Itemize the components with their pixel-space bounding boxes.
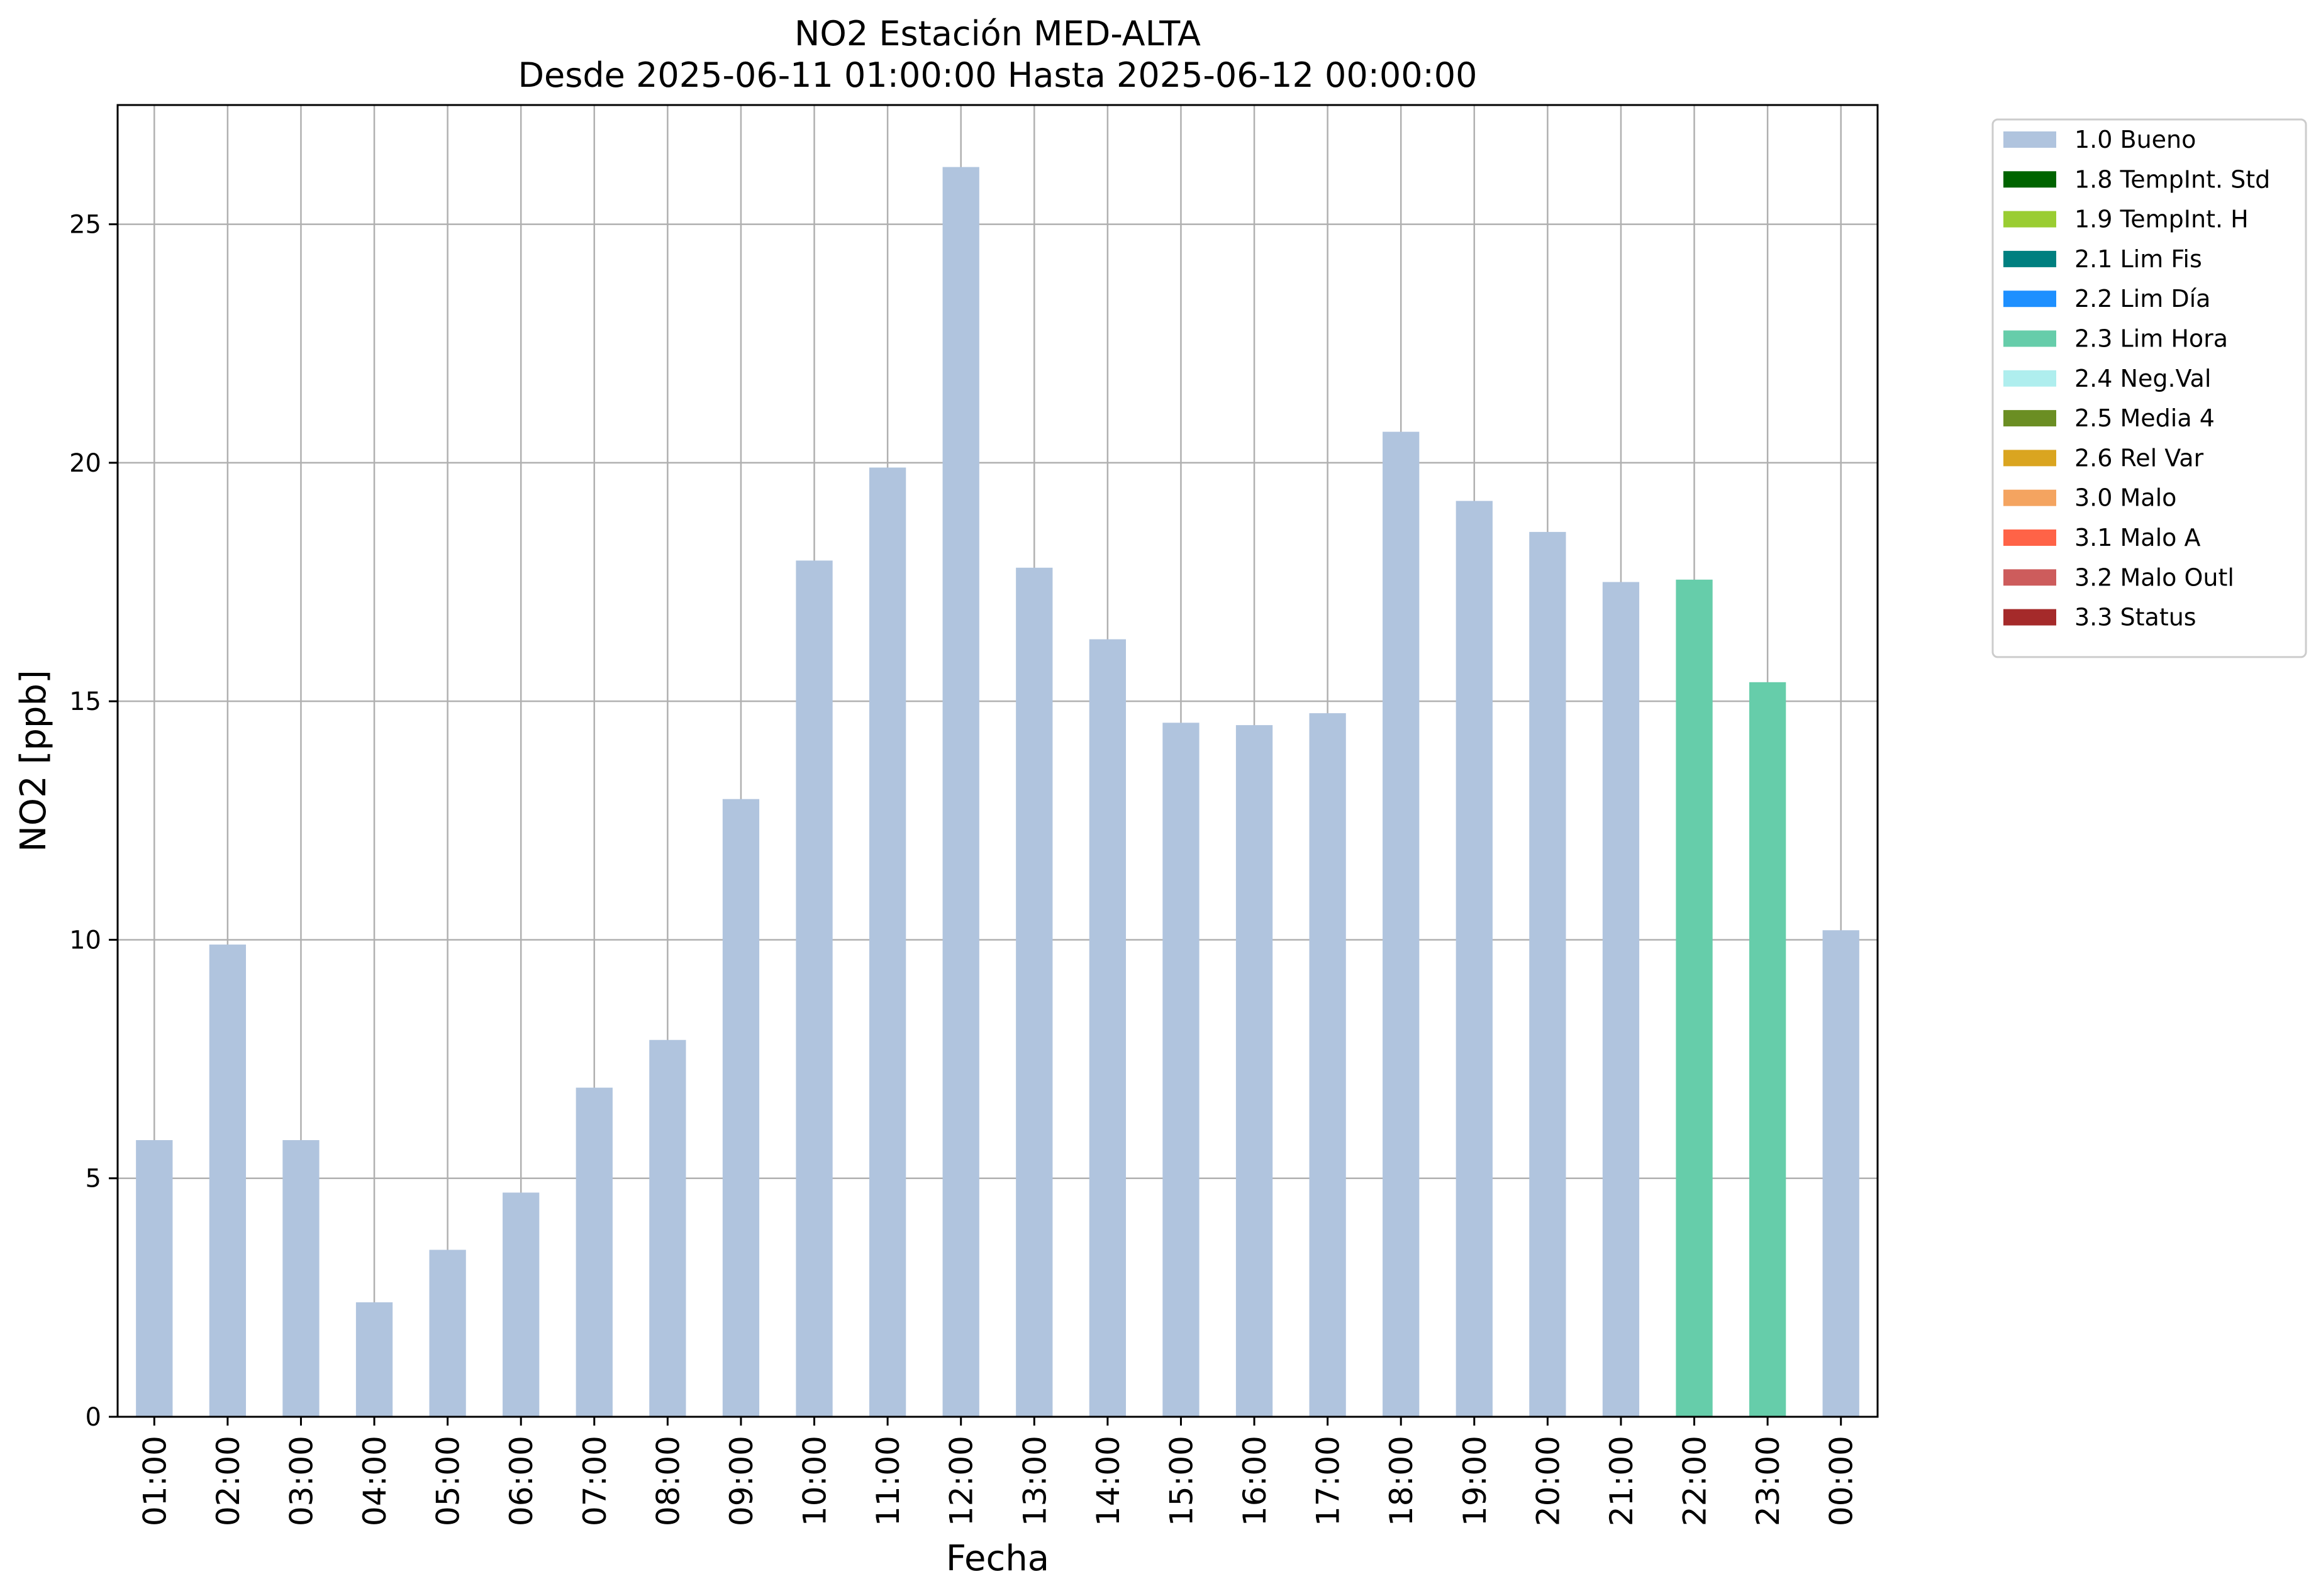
bar-0100 [136, 1140, 173, 1417]
x-tick-label: 10:00 [797, 1436, 833, 1526]
legend-label: 2.5 Media 4 [2074, 404, 2215, 432]
legend-swatch [2003, 569, 2056, 586]
bar-0900 [722, 799, 760, 1417]
legend-label: 1.9 TempInt. H [2074, 206, 2249, 233]
bar-1600 [1235, 725, 1273, 1417]
bar-1200 [942, 167, 979, 1417]
x-tick-label: 16:00 [1237, 1436, 1273, 1526]
x-tick-label: 22:00 [1677, 1436, 1713, 1526]
legend-swatch [2003, 171, 2056, 188]
chart-subtitle: Desde 2025-06-11 01:00:00 Hasta 2025-06-… [518, 55, 1477, 95]
x-tick-label: 06:00 [503, 1436, 540, 1526]
legend-label: 3.0 Malo [2074, 484, 2176, 512]
x-tick-label: 19:00 [1457, 1436, 1493, 1526]
bar-1800 [1383, 431, 1420, 1417]
bar-2000 [1529, 531, 1566, 1417]
x-tick-label: 02:00 [210, 1436, 247, 1526]
legend-label: 3.3 Status [2074, 604, 2196, 631]
x-tick-label: 05:00 [430, 1436, 467, 1526]
bar-1300 [1016, 567, 1053, 1417]
bar-1900 [1456, 501, 1493, 1417]
bar-0700 [576, 1087, 613, 1417]
x-tick-label: 20:00 [1530, 1436, 1566, 1526]
y-tick-label: 5 [86, 1165, 101, 1194]
y-axis-ticks: 0 5 10 15 20 25 [69, 211, 118, 1432]
x-axis-label: Fecha [946, 1538, 1049, 1579]
bar-0300 [282, 1140, 320, 1417]
legend-swatch [2003, 131, 2056, 148]
legend-label: 2.1 Lim Fis [2074, 245, 2202, 273]
bar-2100 [1602, 582, 1640, 1417]
x-tick-label: 11:00 [870, 1436, 906, 1526]
bar-1700 [1309, 713, 1346, 1417]
legend-swatch [2003, 211, 2056, 228]
y-tick-label: 0 [86, 1403, 101, 1432]
legend-swatch [2003, 410, 2056, 427]
legend-swatch [2003, 529, 2056, 546]
x-tick-label: 13:00 [1016, 1436, 1053, 1526]
bar-1500 [1162, 723, 1200, 1417]
legend-label: 1.8 TempInt. Std [2074, 165, 2270, 193]
legend-frame [1991, 118, 2307, 658]
bar-1400 [1089, 639, 1127, 1417]
y-tick-label: 20 [69, 449, 101, 478]
bar-0200 [209, 945, 247, 1417]
y-tick-label: 10 [69, 926, 101, 955]
legend-swatch [2003, 450, 2056, 467]
legend-label: 2.4 Neg.Val [2074, 365, 2211, 392]
legend-label: 3.1 Malo A [2074, 524, 2200, 551]
bar-1000 [796, 560, 833, 1417]
legend-label: 3.2 Malo Outl [2074, 563, 2234, 591]
legend-label: 2.3 Lim Hora [2074, 325, 2228, 353]
x-tick-label: 01:00 [136, 1436, 173, 1526]
x-tick-label: 03:00 [283, 1436, 320, 1526]
x-tick-label: 12:00 [944, 1436, 980, 1526]
y-tick-label: 25 [69, 211, 101, 240]
x-tick-label: 14:00 [1090, 1436, 1127, 1526]
legend-label: 2.2 Lim Día [2074, 285, 2210, 313]
x-tick-label: 21:00 [1603, 1436, 1640, 1526]
legend-swatch [2003, 609, 2056, 626]
bar-0500 [429, 1250, 466, 1417]
bar-0000 [1822, 930, 1859, 1417]
bars [136, 167, 1859, 1417]
bar-2300 [1749, 682, 1786, 1417]
legend-swatch [2003, 330, 2056, 347]
bar-2200 [1676, 579, 1713, 1417]
x-tick-label: 04:00 [357, 1436, 393, 1526]
x-axis-ticks: 01:00 02:00 03:00 04:00 05:00 06:00 07:00 08:00… [136, 1417, 1860, 1526]
legend-swatch [2003, 250, 2056, 267]
x-tick-label: 17:00 [1310, 1436, 1347, 1526]
bar-0400 [355, 1302, 393, 1417]
x-tick-label: 15:00 [1163, 1436, 1200, 1526]
x-tick-label: 07:00 [577, 1436, 613, 1526]
legend-label: 2.6 Rel Var [2074, 444, 2204, 472]
bar-1100 [869, 467, 906, 1417]
legend: 1.0 Bueno 1.8 TempInt. Std 1.9 TempInt. H 2… [1991, 118, 2307, 658]
legend-swatch [2003, 291, 2056, 308]
bar-0600 [503, 1192, 540, 1417]
x-tick-label: 18:00 [1383, 1436, 1420, 1526]
legend-label: 1.0 Bueno [2074, 126, 2196, 153]
legend-swatch [2003, 370, 2056, 387]
x-tick-label: 09:00 [723, 1436, 760, 1526]
legend-swatch [2003, 489, 2056, 506]
x-tick-label: 00:00 [1823, 1436, 1860, 1526]
y-axis-label: NO2 [ppb] [13, 670, 54, 852]
x-tick-label: 08:00 [650, 1436, 686, 1526]
chart-title: NO2 Estación MED-ALTA [794, 14, 1201, 53]
bar-0800 [649, 1039, 686, 1417]
x-tick-label: 23:00 [1750, 1436, 1786, 1526]
y-tick-label: 15 [69, 687, 101, 716]
plot-frame [116, 104, 1879, 1418]
